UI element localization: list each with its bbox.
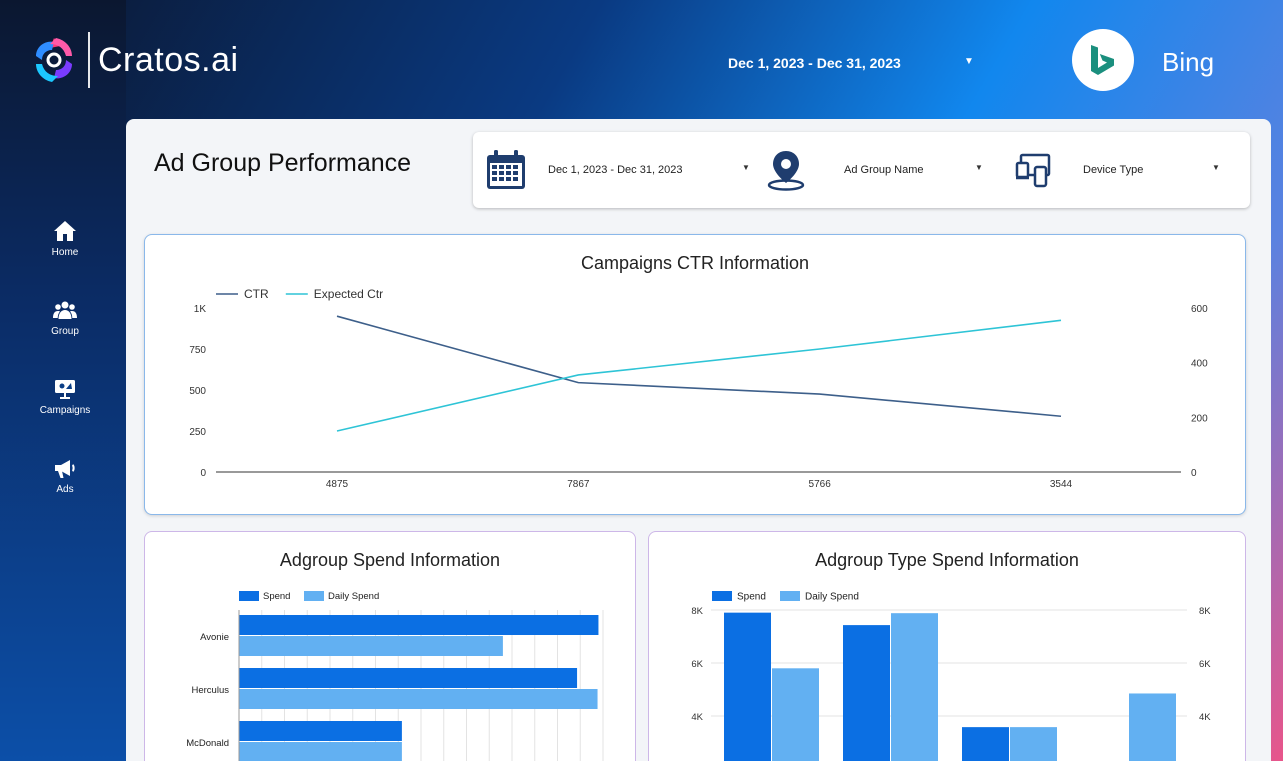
legend-swatch: [239, 591, 259, 601]
y-right-tick-label: 400: [1191, 359, 1208, 370]
adgroup-spend-bar-chart[interactable]: Spend Daily Spend Avonie Herculus McDonald: [145, 532, 635, 761]
chevron-down-icon: ▼: [975, 163, 983, 172]
megaphone-icon: [55, 460, 75, 478]
sidebar-item-label: Home: [51, 247, 79, 258]
y-left-tick-label: 4K: [691, 712, 703, 723]
bar: [239, 721, 402, 741]
filter-bar: Dec 1, 2023 - Dec 31, 2023 ▼ Ad Group Na…: [473, 132, 1250, 208]
chevron-down-icon: ▼: [742, 163, 750, 172]
date-filter[interactable]: Dec 1, 2023 - Dec 31, 2023 ▼: [485, 132, 755, 208]
bar: [239, 742, 402, 761]
bar: [1010, 727, 1057, 761]
y-right-tick-label: 6K: [1199, 659, 1211, 670]
x-tick-label: 7867: [567, 479, 590, 490]
sidebar-item-ads[interactable]: Ads: [0, 456, 130, 495]
bar: [239, 636, 503, 656]
location-pin-icon: [767, 151, 805, 191]
sidebar-item-group[interactable]: Group: [0, 298, 130, 337]
bar: [891, 613, 938, 761]
y-tick-label: McDonald: [186, 738, 229, 749]
bar: [1129, 693, 1176, 761]
bar: [724, 612, 771, 761]
y-right-tick-label: 8K: [1199, 606, 1211, 617]
device-filter[interactable]: Device Type ▼: [1015, 132, 1230, 208]
ad-group-filter[interactable]: Ad Group Name ▼: [765, 132, 985, 208]
home-icon: [54, 221, 76, 241]
bar: [843, 625, 890, 761]
brand-name: Cratos.ai: [98, 40, 239, 79]
cratos-logo-icon: [36, 38, 72, 82]
series-line: [336, 319, 1062, 432]
adgroup-spend-card: Adgroup Spend Information Spend Daily Spe…: [144, 531, 636, 761]
adgroup-type-spend-bar-chart[interactable]: 8K 8K 6K 6K 4K 4K Spend Daily Spend: [649, 532, 1245, 761]
y-right-tick-label: 0: [1191, 468, 1197, 479]
legend-label: Daily Spend: [805, 592, 859, 603]
y-tick-label: Herculus: [192, 685, 230, 696]
series-line: [336, 315, 1062, 418]
legend-swatch: [304, 591, 324, 601]
date-filter-value: Dec 1, 2023 - Dec 31, 2023: [548, 164, 683, 176]
bing-logo-icon: [1091, 45, 1114, 75]
bar: [772, 668, 819, 761]
bar: [239, 668, 578, 688]
brand-logo[interactable]: Cratos.ai: [28, 32, 239, 88]
y-tick-label: Avonie: [200, 632, 229, 643]
date-dropdown-caret-icon[interactable]: ▼: [964, 56, 974, 67]
y-left-tick-label: 8K: [691, 606, 703, 617]
y-right-tick-label: 200: [1191, 413, 1208, 424]
top-bar: Cratos.ai Dec 1, 2023 - Dec 31, 2023 ▼ B…: [0, 0, 1283, 118]
bar: [239, 689, 598, 709]
adgroup-type-spend-card: Adgroup Type Spend Information 8K 8K 6K 6K 4…: [648, 531, 1246, 761]
ctr-line-chart[interactable]: CTR Expected Ctr 0 250 500 750 1K 0 200 400 600 487…: [145, 235, 1245, 513]
legend-label: Daily Spend: [328, 591, 379, 602]
x-tick-label: 3544: [1050, 479, 1073, 490]
sidebar-item-label: Group: [51, 326, 79, 337]
legend-label: Spend: [737, 592, 766, 603]
y-left-tick-label: 500: [189, 386, 206, 397]
logo-divider: [88, 32, 90, 88]
legend-swatch: [712, 591, 732, 601]
bar: [239, 615, 599, 635]
y-right-tick-label: 600: [1191, 304, 1208, 315]
page-title: Ad Group Performance: [154, 149, 412, 177]
platform-name: Bing: [1162, 47, 1215, 77]
devices-icon: [1015, 153, 1051, 188]
x-tick-label: 5766: [809, 479, 832, 490]
platform-badge[interactable]: [1072, 29, 1134, 91]
y-left-tick-label: 750: [189, 345, 206, 356]
legend-label: Expected Ctr: [314, 287, 383, 301]
chart-title: Adgroup Type Spend Information: [815, 550, 1079, 570]
sidebar-item-label: Ads: [56, 484, 74, 495]
group-icon: [53, 301, 77, 319]
legend-label: Spend: [263, 591, 290, 602]
campaigns-icon: [55, 380, 75, 399]
chart-title: Campaigns CTR Information: [580, 253, 810, 273]
y-right-tick-label: 4K: [1199, 712, 1211, 723]
ad-group-filter-value: Ad Group Name: [844, 164, 924, 176]
y-left-tick-label: 1K: [194, 304, 207, 315]
y-left-tick-label: 0: [200, 468, 206, 479]
chevron-down-icon: ▼: [1212, 163, 1220, 172]
global-date-range[interactable]: Dec 1, 2023 - Dec 31, 2023: [728, 55, 901, 71]
sidebar-item-label: Campaigns: [39, 405, 91, 416]
legend-label: CTR: [244, 287, 269, 301]
y-left-tick-label: 250: [189, 427, 206, 438]
legend-swatch: [780, 591, 800, 601]
device-filter-value: Device Type: [1083, 164, 1144, 176]
y-left-tick-label: 6K: [691, 659, 703, 670]
calendar-icon: [487, 150, 525, 189]
ctr-chart-card: Campaigns CTR Information CTR Expected Ct…: [144, 234, 1246, 515]
chart-title: Adgroup Spend Information: [279, 550, 501, 570]
bar: [962, 727, 1009, 761]
sidebar-item-home[interactable]: Home: [0, 219, 130, 258]
x-tick-label: 4875: [326, 479, 349, 490]
sidebar-item-campaigns[interactable]: Campaigns: [0, 377, 130, 416]
main-panel: Ad Group Performance Dec 1, 2023 - Dec 3…: [126, 119, 1271, 761]
